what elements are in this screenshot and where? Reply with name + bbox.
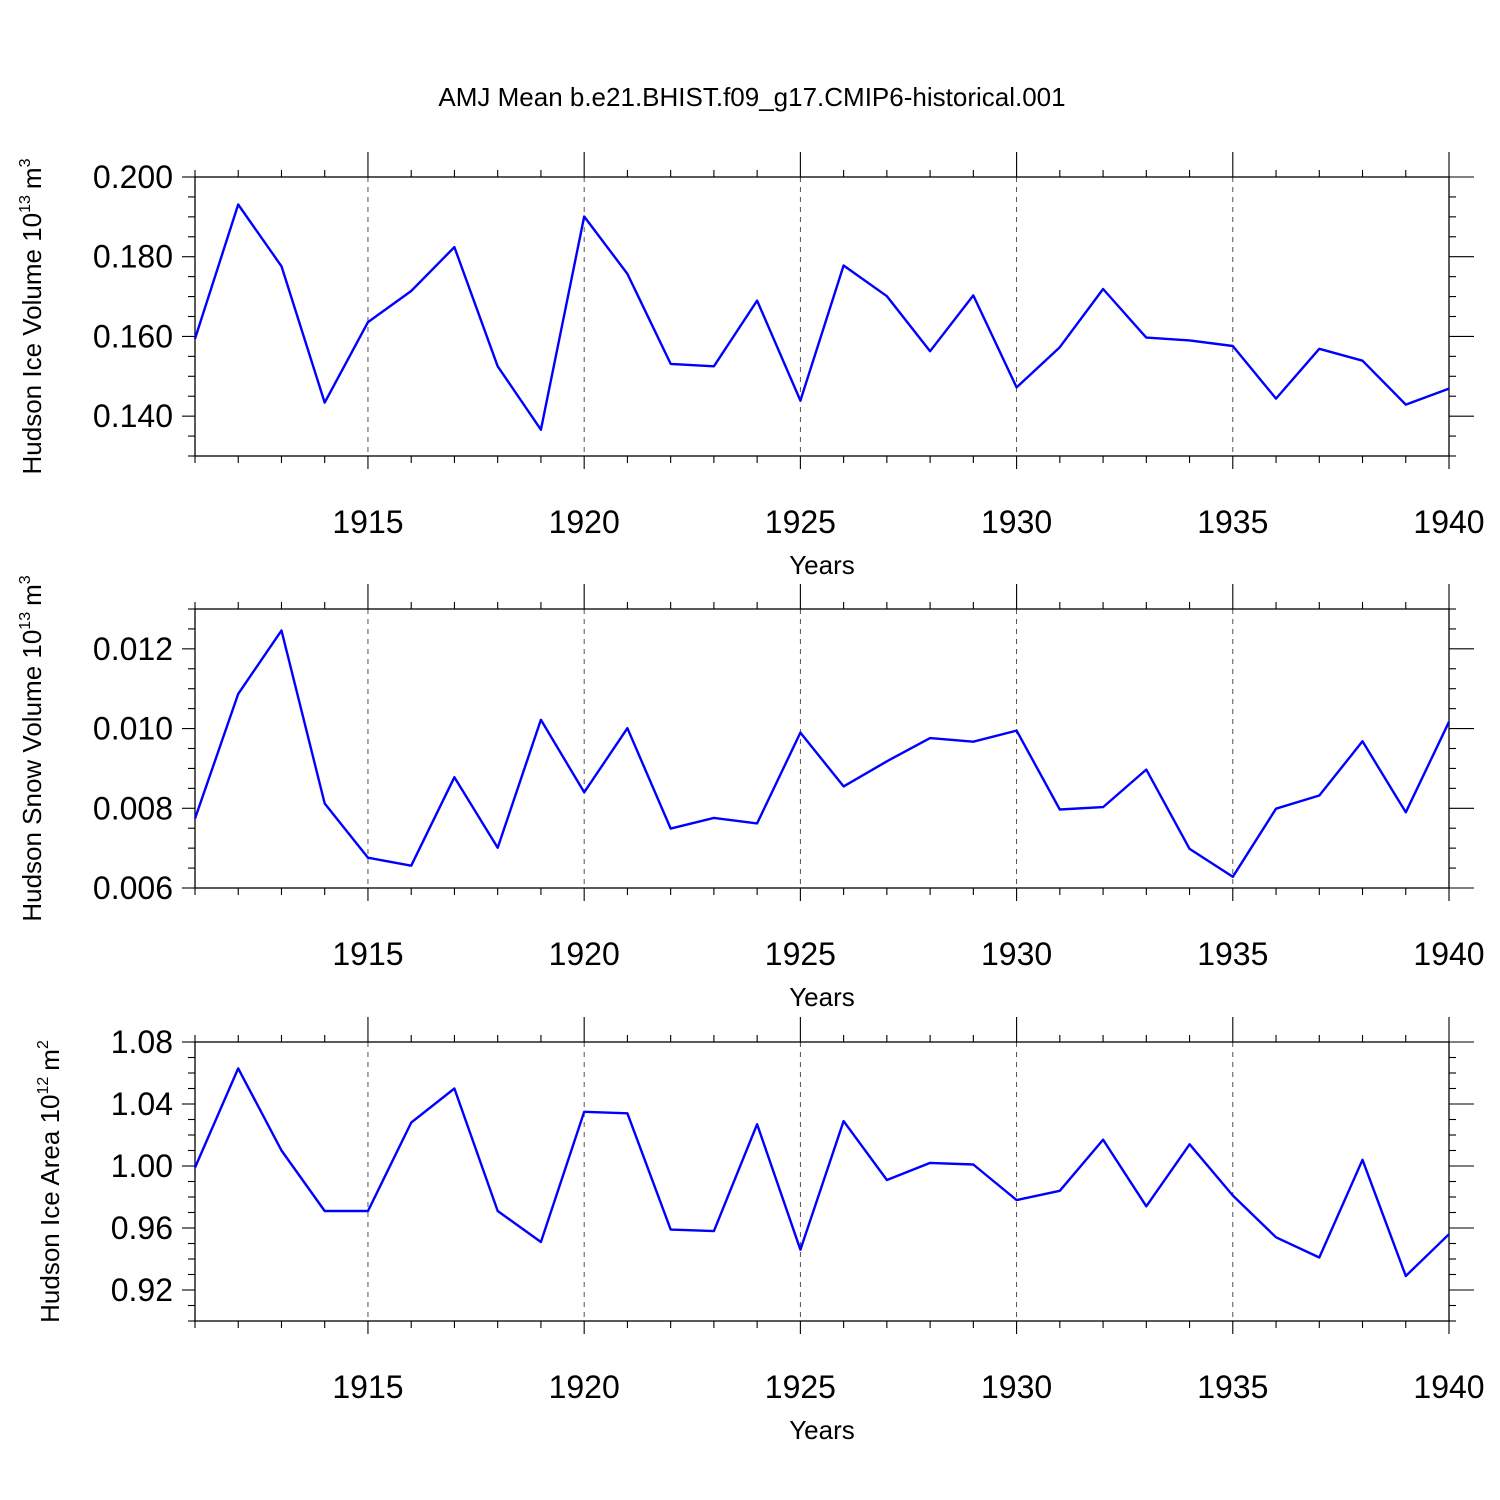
x-tick-label: 1930 xyxy=(981,504,1052,540)
y-axis-title-exponent: 12 xyxy=(35,1077,52,1095)
y-tick-label: 1.00 xyxy=(111,1148,173,1184)
x-axis-title: Years xyxy=(789,1415,855,1445)
y-tick-label: 1.08 xyxy=(111,1024,173,1060)
y-tick-label: 0.006 xyxy=(93,870,173,906)
chart-title: AMJ Mean b.e21.BHIST.f09_g17.CMIP6-histo… xyxy=(438,82,1065,112)
x-tick-label: 1925 xyxy=(765,504,836,540)
x-tick-label: 1935 xyxy=(1197,936,1268,972)
y-tick-label: 1.04 xyxy=(111,1086,173,1122)
y-axis-title: Hudson Snow Volume 1013 m3 xyxy=(17,575,47,921)
y-tick-label: 0.92 xyxy=(111,1272,173,1308)
x-tick-label: 1915 xyxy=(332,936,403,972)
x-ticks: 1915 1920 1925 1930 1935 1940 xyxy=(332,584,1485,972)
x-ticks: 1915 1920 1925 1930 1935 1940 xyxy=(332,152,1485,540)
series-line xyxy=(193,629,1451,878)
y-axis-title-unit-exponent: 2 xyxy=(35,1040,52,1049)
series-line xyxy=(193,1067,1450,1278)
y-axis-title-exponent: 13 xyxy=(17,612,34,630)
x-tick-label: 1940 xyxy=(1413,936,1484,972)
x-tick-label: 1915 xyxy=(332,1369,403,1405)
y-axis-title: Hudson Ice Volume 1013 m3 xyxy=(17,158,47,474)
panel-ice-volume: 0.140 0.160 0.180 0.200 1915 1920 1925 1930 193… xyxy=(17,152,1485,580)
x-grid-lines xyxy=(367,177,1234,456)
x-axis-title: Years xyxy=(789,982,855,1012)
y-tick-label: 0.010 xyxy=(93,711,173,747)
x-tick-label: 1925 xyxy=(765,1369,836,1405)
y-axis-title-unit: m xyxy=(17,167,47,189)
x-tick-label: 1930 xyxy=(981,936,1052,972)
x-tick-label: 1925 xyxy=(765,936,836,972)
minor-ticks xyxy=(188,602,1456,895)
y-tick-label: 0.160 xyxy=(93,318,173,354)
y-axis-title-exponent: 13 xyxy=(17,195,34,213)
y-tick-label: 0.200 xyxy=(93,159,173,195)
plot-frame xyxy=(194,608,1450,889)
minor-ticks xyxy=(188,1035,1456,1328)
y-tick-label: 0.180 xyxy=(93,239,173,275)
y-axis-title-main: Hudson Snow Volume 10 xyxy=(17,630,47,922)
series-layer xyxy=(193,629,1451,878)
x-tick-label: 1920 xyxy=(549,1369,620,1405)
x-tick-label: 1935 xyxy=(1197,504,1268,540)
y-axis-title-main: Hudson Ice Volume 10 xyxy=(17,213,47,475)
x-tick-label: 1920 xyxy=(549,504,620,540)
panel-ice-area: 0.92 0.96 1.00 1.04 1.08 1915 1920 1925 1930 193… xyxy=(35,1017,1485,1445)
series-layer xyxy=(193,1067,1450,1278)
y-ticks: 0.140 0.160 0.180 0.200 xyxy=(93,159,1474,434)
x-axis-title: Years xyxy=(789,550,855,580)
y-axis-title-unit-exponent: 3 xyxy=(17,575,34,584)
x-tick-label: 1940 xyxy=(1413,1369,1484,1405)
series-line xyxy=(193,203,1450,431)
minor-ticks xyxy=(188,170,1456,463)
y-ticks: 0.006 0.008 0.010 0.012 xyxy=(93,631,1474,906)
y-axis-title-unit: m xyxy=(35,1049,65,1071)
y-tick-label: 0.012 xyxy=(93,631,173,667)
x-tick-label: 1940 xyxy=(1413,504,1484,540)
x-grid-lines xyxy=(367,1042,1234,1321)
plot-frame xyxy=(194,176,1450,457)
y-tick-label: 0.008 xyxy=(93,790,173,826)
x-tick-label: 1915 xyxy=(332,504,403,540)
x-tick-label: 1930 xyxy=(981,1369,1052,1405)
x-tick-label: 1935 xyxy=(1197,1369,1268,1405)
x-ticks: 1915 1920 1925 1930 1935 1940 xyxy=(332,1017,1485,1405)
y-axis-title-unit: m xyxy=(17,584,47,606)
y-axis-title: Hudson Ice Area 1012 m2 xyxy=(35,1040,65,1323)
x-grid-lines xyxy=(367,609,1234,888)
y-tick-label: 0.140 xyxy=(93,398,173,434)
y-ticks: 0.92 0.96 1.00 1.04 1.08 xyxy=(111,1024,1474,1308)
panel-snow-volume: 0.006 0.008 0.010 0.012 1915 1920 1925 1930 193… xyxy=(17,575,1485,1012)
y-tick-label: 0.96 xyxy=(111,1210,173,1246)
y-axis-title-unit-exponent: 3 xyxy=(17,158,34,167)
y-axis-title-main: Hudson Ice Area 10 xyxy=(35,1094,65,1322)
x-tick-label: 1920 xyxy=(549,936,620,972)
series-layer xyxy=(193,203,1450,431)
